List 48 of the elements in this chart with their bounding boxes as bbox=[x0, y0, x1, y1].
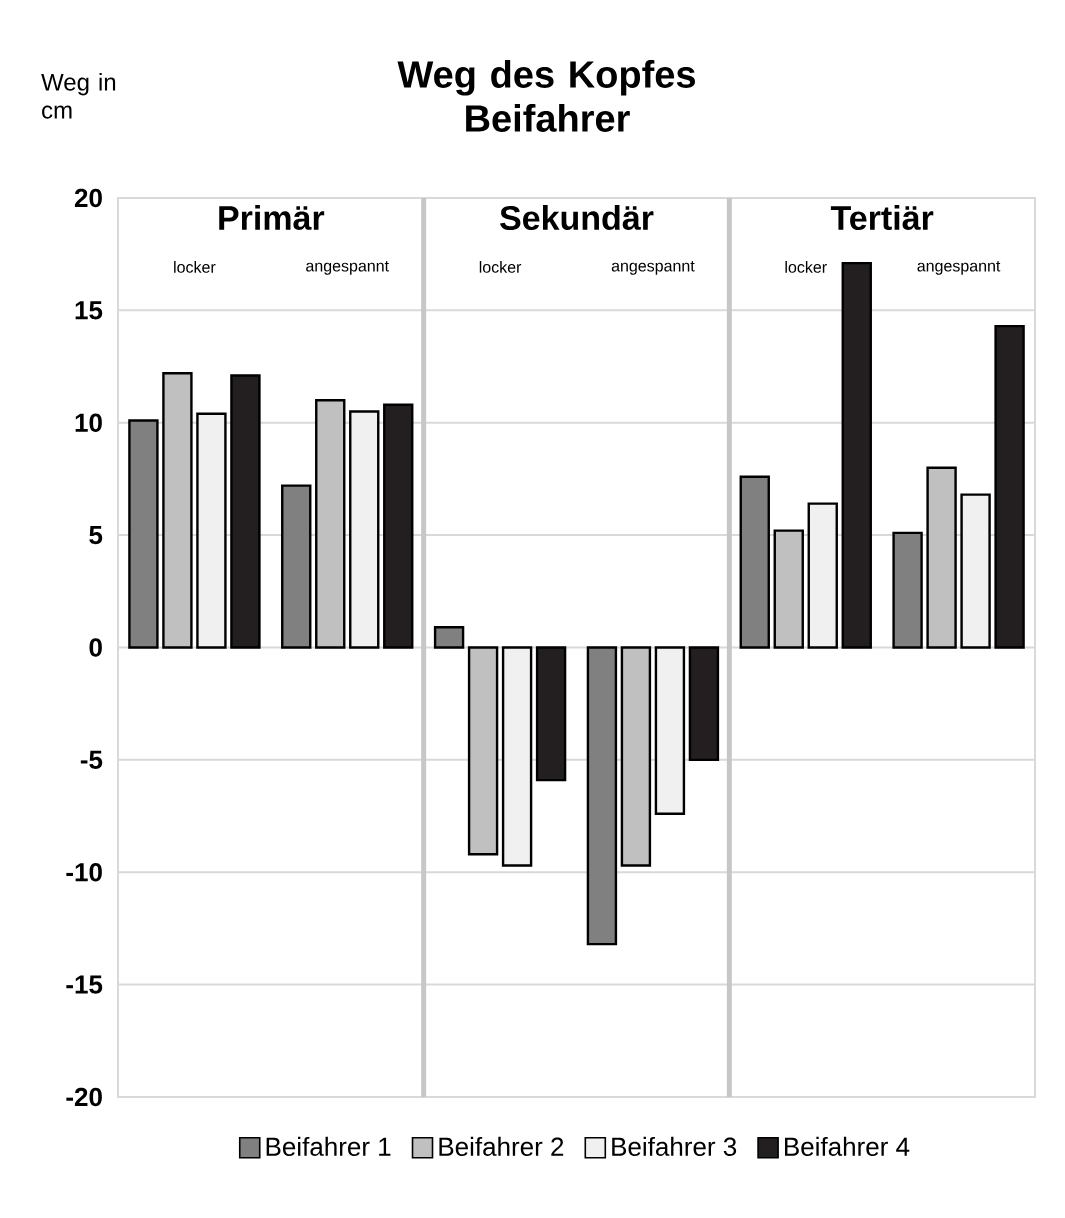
y-tick-label: 15 bbox=[75, 301, 103, 320]
annotation: Tertiär bbox=[830, 205, 934, 231]
bar bbox=[773, 529, 804, 649]
legend-label: Beifahrer 3 bbox=[612, 1136, 737, 1156]
y-tick-label: 20 bbox=[74, 188, 102, 208]
bar bbox=[128, 419, 159, 649]
bar bbox=[196, 412, 227, 649]
bar bbox=[162, 372, 193, 649]
y-tick-label: -5 bbox=[80, 750, 103, 769]
x-tick-label: locker bbox=[174, 261, 216, 273]
bar bbox=[960, 493, 991, 649]
x-tick-label: angespannt bbox=[611, 261, 695, 275]
y-tick-label: 5 bbox=[89, 526, 103, 545]
bar bbox=[281, 484, 312, 649]
bar bbox=[620, 646, 652, 867]
bar bbox=[654, 646, 686, 815]
y-tick-label: -20 bbox=[66, 1087, 102, 1107]
bar bbox=[807, 502, 838, 649]
x-tick-label: locker bbox=[479, 261, 522, 273]
chart-title: Weg des Kopfes Beifahrer bbox=[397, 60, 695, 132]
x-tick-label: angespannt bbox=[917, 261, 1001, 275]
bar bbox=[739, 475, 770, 649]
legend-label: Beifahrer 1 bbox=[266, 1136, 391, 1156]
bar bbox=[994, 324, 1025, 649]
legend-label: Beifahrer 2 bbox=[439, 1136, 564, 1156]
bar bbox=[535, 646, 567, 782]
x-tick-label: angespannt bbox=[306, 261, 389, 275]
bar bbox=[230, 374, 261, 649]
bar bbox=[467, 646, 499, 856]
bar bbox=[383, 403, 414, 649]
bar bbox=[501, 646, 533, 867]
bar bbox=[315, 399, 346, 649]
bar bbox=[586, 646, 618, 946]
bar bbox=[841, 261, 872, 649]
bar bbox=[926, 466, 957, 649]
x-tick-label: locker bbox=[785, 261, 827, 273]
y-tick-label: -15 bbox=[66, 975, 103, 994]
y-tick-label: 0 bbox=[89, 638, 102, 657]
annotation: Primär bbox=[219, 205, 325, 231]
annotation: Sekundär bbox=[500, 205, 654, 231]
bar bbox=[349, 410, 380, 649]
bar bbox=[688, 646, 720, 762]
y-tick-label: 10 bbox=[75, 413, 102, 432]
y-axis-title: Weg in cm bbox=[41, 73, 116, 119]
legend-label: Beifahrer 4 bbox=[785, 1136, 910, 1156]
bar bbox=[892, 531, 923, 649]
y-tick-label: -10 bbox=[66, 863, 102, 882]
bar bbox=[433, 626, 465, 649]
